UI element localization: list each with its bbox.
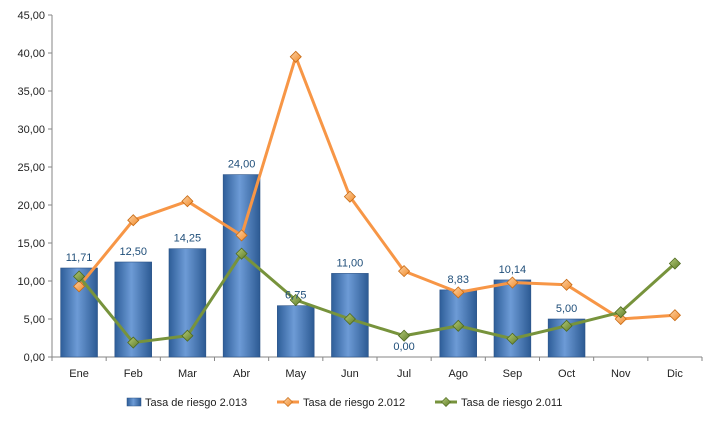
series-2012-point	[73, 280, 86, 293]
bar-data-label: 24,00	[228, 159, 256, 171]
bar-data-label: 11,71	[66, 252, 93, 264]
legend-label: Tasa de riesgo 2.011	[461, 397, 562, 409]
bar-data-label: 14,25	[174, 233, 202, 245]
series-2011-point	[452, 319, 465, 332]
series-2011-point	[181, 329, 194, 342]
series-2012-point	[560, 278, 573, 291]
series-2012-point	[398, 265, 411, 278]
series-2012-point	[343, 190, 356, 203]
axes: 0,00 5,00 10,00 15,00 20,00 25,00 30,00 35,00 40…	[17, 10, 703, 380]
series-2011-point	[235, 247, 248, 260]
data-labels: 11,71 12,50 14,25 24,00 6,75 11,00 0,00 8,83 10,…	[66, 159, 578, 353]
bar	[493, 279, 532, 358]
bar-data-label: 8,83	[448, 274, 469, 286]
y-tick-label: 20,00	[17, 200, 45, 212]
x-tick-label: Dic	[667, 368, 683, 380]
series-2011-point	[343, 312, 356, 326]
bar-data-label: 5,00	[556, 303, 577, 315]
y-tick-label: 25,00	[17, 162, 45, 174]
series-2012-line	[77, 55, 676, 321]
x-tick-label: Oct	[558, 368, 575, 380]
bar-data-label: 0,00	[393, 341, 414, 353]
x-tick-label: Ene	[69, 368, 89, 380]
series-2012-point	[506, 276, 519, 289]
bar-data-label: 11,00	[337, 257, 364, 269]
legend-item-2011: Tasa de riesgo 2.011	[435, 397, 562, 409]
series-2012-point	[235, 229, 248, 242]
bar-data-label: 10,14	[499, 264, 527, 276]
legend-swatch-marker	[283, 397, 293, 407]
series-2012-point	[289, 50, 302, 63]
y-tick-label: 35,00	[17, 86, 45, 98]
legend-item-2012: Tasa de riesgo 2.012	[277, 397, 405, 409]
series-2012-point	[452, 286, 465, 299]
bar-data-label: 12,50	[119, 246, 147, 258]
legend-item-2013: Tasa de riesgo 2.013	[126, 397, 247, 409]
series-2011-point	[127, 336, 140, 349]
x-tick-label: Jun	[341, 368, 359, 380]
x-tick-label: Abr	[233, 368, 250, 380]
series-2012-point	[127, 214, 140, 227]
series-2012-point	[668, 309, 681, 322]
legend-swatch-marker	[441, 397, 451, 407]
x-tick-label: Feb	[124, 368, 143, 380]
series-2011-line	[77, 252, 676, 345]
series-2011-point	[398, 329, 411, 342]
series-2011-point	[560, 319, 573, 332]
bar	[277, 305, 315, 358]
series-2012-point	[614, 312, 627, 326]
y-tick-label: 10,00	[17, 276, 45, 288]
x-tick-label: Nov	[611, 368, 631, 380]
y-tick-label: 15,00	[17, 238, 45, 250]
legend-label: Tasa de riesgo 2.012	[303, 397, 405, 409]
bar-data-label: 6,75	[285, 290, 306, 302]
y-tick-label: 30,00	[17, 124, 45, 136]
y-tick-label: 45,00	[17, 10, 45, 22]
legend-label: Tasa de riesgo 2.013	[145, 397, 247, 409]
y-tick-label: 5,00	[24, 314, 45, 326]
series-2011-point	[73, 270, 86, 283]
legend-swatch	[126, 397, 142, 407]
y-tick-label: 0,00	[24, 352, 45, 364]
series-2011-point	[289, 293, 302, 307]
line-series	[73, 50, 681, 349]
legend: Tasa de riesgo 2.013 Tasa de riesgo 2.012…	[126, 397, 562, 409]
x-tick-label: Ago	[448, 368, 468, 380]
x-tick-label: Sep	[503, 368, 523, 380]
series-2011-point	[668, 257, 681, 270]
x-tick-label: May	[285, 368, 306, 380]
x-tick-label: Jul	[397, 368, 411, 380]
x-tick-label: Mar	[178, 368, 197, 380]
series-2011-point	[614, 306, 627, 319]
y-tick-label: 40,00	[17, 48, 45, 60]
series-2011-point	[506, 332, 519, 345]
series-2012-point	[181, 195, 194, 208]
